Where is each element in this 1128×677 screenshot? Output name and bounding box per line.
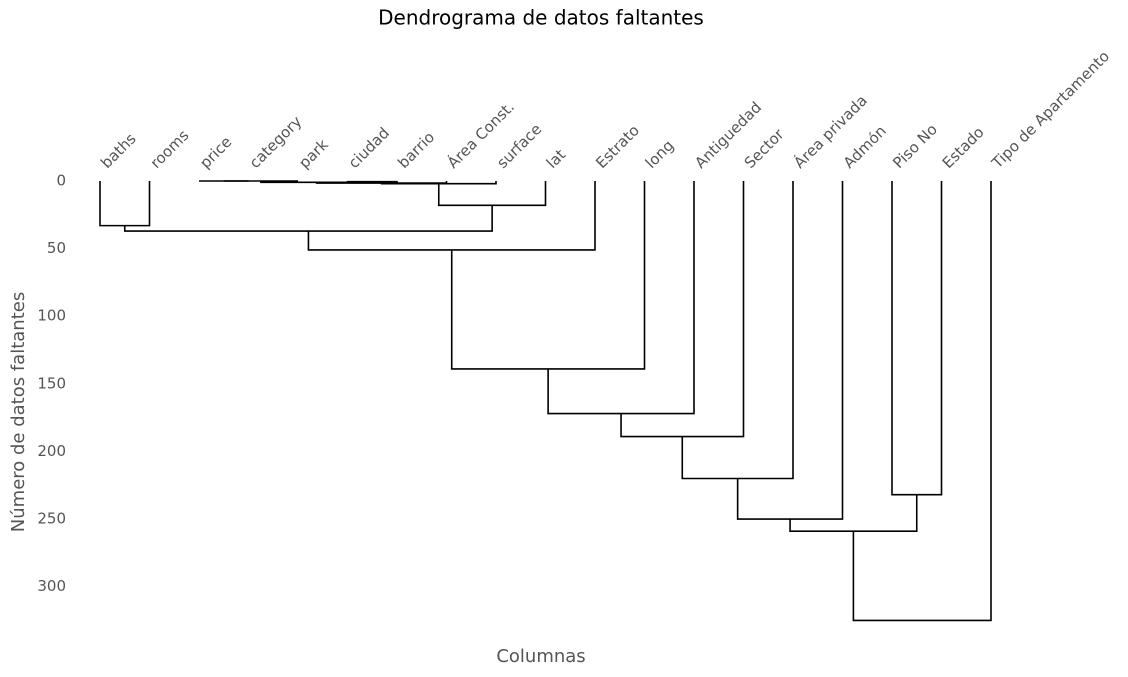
y-tick-label: 300 [37, 577, 66, 595]
leaf-label: Estrato [592, 121, 643, 172]
leaf-label: ciudad [345, 124, 393, 172]
leaf-label: baths [97, 130, 139, 172]
leaf-label: price [196, 133, 235, 172]
y-tick-label: 100 [37, 307, 66, 325]
dendrogram-link [736, 181, 844, 520]
leaf-label: Sector [741, 125, 788, 172]
dendrogram-link [547, 181, 695, 415]
dendrogram-link [891, 181, 943, 496]
leaf-label: Admón [840, 122, 890, 172]
leaf-label: category [246, 112, 306, 172]
dendrogram-link [437, 181, 547, 207]
leaf-label: park [295, 135, 332, 172]
dendrogram-link [307, 181, 596, 251]
leaf-label: long [642, 136, 678, 172]
dendrogram-link [380, 181, 497, 185]
y-tick-label: 200 [37, 442, 66, 460]
dendrogram-link [681, 181, 794, 480]
leaf-label: Estado [939, 123, 988, 172]
dendrogram-link [789, 494, 918, 533]
y-tick-label: 0 [56, 172, 66, 190]
chart-title: Dendrograma de datos faltantes [378, 6, 704, 30]
dendrogram-link [620, 181, 745, 438]
leaf-label: Piso No [889, 120, 941, 172]
dendrogram-link [852, 181, 992, 622]
y-axis-label: Número de datos faltantes [8, 292, 29, 532]
y-tick-label: 150 [37, 374, 66, 392]
dendrogram-link [99, 181, 151, 227]
y-tick-label: 50 [47, 239, 66, 257]
leaf-label: lat [543, 146, 569, 172]
leaf-label: surface [493, 120, 545, 172]
leaf-label: barrio [394, 128, 438, 172]
dendrogram-link [450, 181, 646, 370]
y-tick-label: 250 [37, 510, 66, 528]
dendrogram-link [123, 205, 493, 232]
leaf-label: Tipo de Apartamento [988, 47, 1114, 173]
leaf-label: rooms [147, 126, 193, 172]
x-axis-label: Columnas [496, 646, 585, 667]
